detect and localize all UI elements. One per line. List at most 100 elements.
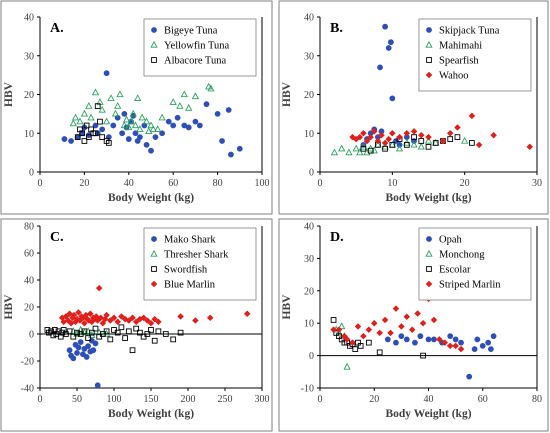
data-point xyxy=(81,345,88,352)
x-tick-label: 30 xyxy=(532,178,542,189)
data-point xyxy=(425,143,432,150)
data-point xyxy=(330,317,337,323)
data-point xyxy=(457,345,465,353)
x-axis-title: Body Weight (kg) xyxy=(108,408,194,420)
data-point xyxy=(70,355,77,362)
data-point xyxy=(236,145,243,152)
data-point xyxy=(398,333,405,340)
data-point xyxy=(155,318,162,326)
data-point xyxy=(74,350,80,356)
x-tick-label: 150 xyxy=(144,394,159,405)
data-point xyxy=(388,129,396,137)
x-tick-label: 60 xyxy=(168,178,178,189)
y-tick-label: 0 xyxy=(29,168,34,179)
data-point xyxy=(75,309,82,316)
legend-marker xyxy=(426,236,432,242)
y-tick-label: -20 xyxy=(21,357,34,368)
data-point xyxy=(90,347,97,354)
data-point xyxy=(91,88,100,96)
data-point xyxy=(71,113,80,121)
data-point xyxy=(439,137,447,145)
data-point xyxy=(447,136,454,142)
data-point xyxy=(360,145,367,152)
x-tick-label: 20 xyxy=(369,394,379,405)
data-point xyxy=(343,336,351,343)
panel-label: A. xyxy=(50,21,64,36)
data-point xyxy=(159,130,166,137)
data-point xyxy=(471,346,478,353)
data-point xyxy=(412,339,418,346)
data-point xyxy=(389,95,396,102)
series-escolar xyxy=(330,317,426,359)
x-tick-label: 100 xyxy=(255,178,270,189)
data-point xyxy=(196,122,203,129)
data-point xyxy=(107,336,114,343)
data-point xyxy=(99,134,106,140)
data-point xyxy=(474,336,481,343)
data-point xyxy=(485,339,492,346)
data-point xyxy=(94,382,101,389)
data-point xyxy=(118,324,125,331)
data-point xyxy=(357,343,364,349)
data-point xyxy=(385,135,393,143)
data-point xyxy=(408,326,416,334)
data-point xyxy=(66,328,73,335)
data-point xyxy=(177,329,184,336)
data-point xyxy=(147,319,155,327)
data-point xyxy=(177,313,184,320)
y-axis-title: HBV xyxy=(3,81,15,107)
data-point xyxy=(74,134,81,140)
data-point xyxy=(102,117,111,125)
data-point xyxy=(411,134,417,140)
x-tick-label: 10 xyxy=(387,178,397,189)
series-yellowfin-tuna xyxy=(69,65,215,134)
y-tick-label: 0 xyxy=(29,330,34,341)
data-point xyxy=(367,133,374,141)
data-point xyxy=(452,342,459,350)
data-point xyxy=(330,326,337,334)
data-point xyxy=(110,314,118,322)
data-point xyxy=(454,124,461,131)
data-point xyxy=(137,329,143,336)
data-point xyxy=(387,329,394,337)
data-point xyxy=(419,319,427,327)
legend-marker xyxy=(151,266,157,272)
data-point xyxy=(118,313,125,320)
data-point xyxy=(430,316,438,324)
data-point xyxy=(136,125,144,133)
data-point xyxy=(403,129,411,137)
data-point xyxy=(155,328,162,335)
x-tick-label: 200 xyxy=(181,394,196,405)
chart-panel-d: 0 20 40 60 80 -10 0 10 20 30 40 Body Weight (kg) HBV… xyxy=(278,218,549,432)
data-point xyxy=(219,138,225,144)
data-point xyxy=(431,336,437,343)
legend-marker xyxy=(425,71,433,79)
data-point xyxy=(185,103,193,111)
data-point xyxy=(81,138,88,144)
data-point xyxy=(94,103,101,109)
legend xyxy=(418,227,532,301)
data-point xyxy=(349,339,356,346)
chart-panel-b: 0 10 20 30 0 10 20 30 40 Body Weight (kg) HBV B. Ski… xyxy=(278,0,549,215)
data-point xyxy=(365,339,372,346)
data-point xyxy=(424,136,433,144)
panel-border xyxy=(278,0,549,215)
data-point xyxy=(360,129,367,137)
data-point xyxy=(114,101,122,109)
data-point xyxy=(452,336,459,343)
x-tick-label: 0 xyxy=(38,394,43,405)
data-point xyxy=(111,109,120,117)
data-point xyxy=(80,351,86,358)
y-tick-label: 20 xyxy=(24,303,34,314)
data-point xyxy=(356,148,364,156)
data-point xyxy=(92,122,99,129)
y-tick-label: 40 xyxy=(304,13,314,24)
data-point xyxy=(382,145,388,152)
data-point xyxy=(144,331,151,337)
data-point xyxy=(92,340,99,347)
legend-marker xyxy=(151,27,157,33)
data-point xyxy=(338,322,346,330)
data-point xyxy=(76,117,84,125)
data-point xyxy=(151,337,158,344)
